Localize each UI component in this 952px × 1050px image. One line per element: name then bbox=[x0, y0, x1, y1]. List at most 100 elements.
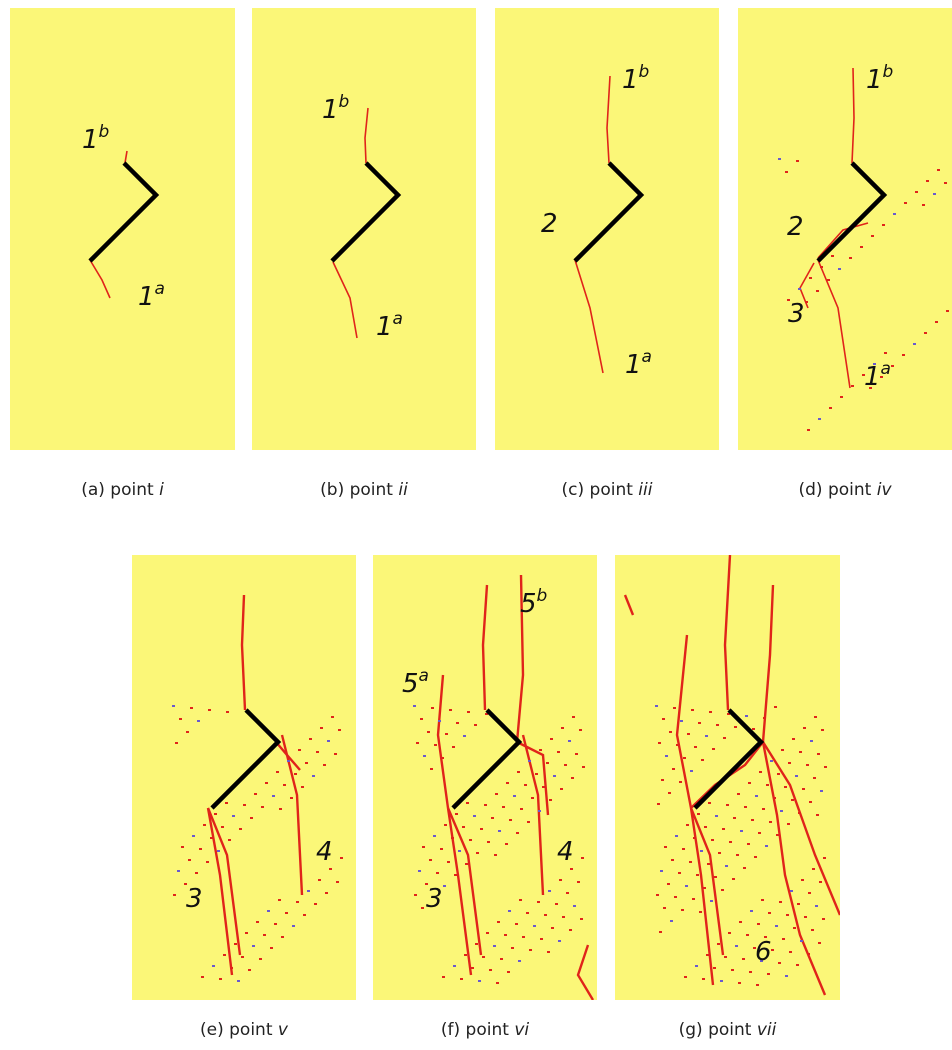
simulation-panel: 5b5a34 bbox=[373, 555, 597, 1000]
crack-fragment bbox=[542, 786, 545, 788]
crack-fragment bbox=[292, 925, 295, 927]
crack-fragment bbox=[568, 740, 571, 742]
crack-fragment bbox=[736, 854, 739, 856]
crack-fragment bbox=[190, 707, 193, 709]
crack-fragment bbox=[431, 707, 434, 709]
crack-fragment bbox=[320, 727, 323, 729]
crack-fragment bbox=[498, 830, 501, 832]
crack-fragment bbox=[738, 982, 741, 984]
crack-fragment bbox=[792, 738, 795, 740]
crack-fragment bbox=[456, 722, 459, 724]
crack-fragment bbox=[800, 940, 803, 942]
crack-fragment bbox=[740, 830, 743, 832]
crack-fragment bbox=[851, 385, 854, 387]
crack-fragment bbox=[673, 707, 676, 709]
crack-fragment bbox=[732, 878, 735, 880]
crack-fragment bbox=[781, 749, 784, 751]
crack-fragment bbox=[793, 927, 796, 929]
crack-fragment bbox=[755, 795, 758, 797]
crack-fragment bbox=[904, 202, 907, 204]
crack-fragment bbox=[687, 733, 690, 735]
crack-fragment bbox=[716, 724, 719, 726]
crack-fragment bbox=[451, 837, 454, 839]
crack-fragment bbox=[926, 180, 929, 182]
crack-fragment bbox=[561, 727, 564, 729]
crack-fragment bbox=[250, 817, 253, 819]
crack-label: 2 bbox=[787, 212, 804, 242]
crack-fragment bbox=[809, 801, 812, 803]
crack-fragment bbox=[478, 980, 481, 982]
crack-fragment bbox=[807, 429, 810, 431]
crack-fragment bbox=[937, 169, 940, 171]
crack-fragment bbox=[726, 804, 729, 806]
crack-fragment bbox=[808, 892, 811, 894]
caption-numeral: i bbox=[159, 480, 164, 500]
simulation-panel: 1b1a bbox=[10, 8, 235, 450]
crack-fragment bbox=[693, 837, 696, 839]
crack-fragment bbox=[449, 709, 452, 711]
crack-fragment bbox=[773, 797, 776, 799]
crack-fragment bbox=[303, 914, 306, 916]
caption-numeral: iv bbox=[877, 480, 892, 500]
crack-fragment bbox=[452, 746, 455, 748]
crack-fragment bbox=[665, 755, 668, 757]
crack-fragment bbox=[540, 938, 543, 940]
crack-fragment bbox=[775, 925, 778, 927]
simulation-panel: 34 bbox=[132, 555, 356, 1000]
crack-fragment bbox=[742, 958, 745, 960]
crack-fragment bbox=[745, 715, 748, 717]
crack-fragment bbox=[819, 881, 822, 883]
crack-fragment bbox=[469, 839, 472, 841]
crack-fragment bbox=[817, 753, 820, 755]
crack-fragment bbox=[701, 759, 704, 761]
crack-fragment bbox=[799, 751, 802, 753]
crack-fragment bbox=[751, 819, 754, 821]
crack-fragment bbox=[564, 764, 567, 766]
crack-fragment bbox=[276, 771, 279, 773]
crack-fragment bbox=[513, 795, 516, 797]
crack-fragment bbox=[670, 920, 673, 922]
crack-fragment bbox=[778, 158, 781, 160]
caption: (f) point vi bbox=[365, 1020, 605, 1040]
simulation-panel: 6 bbox=[615, 555, 840, 1000]
crack-fragment bbox=[473, 815, 476, 817]
crack-fragment bbox=[722, 828, 725, 830]
caption: (d) point iv bbox=[725, 480, 952, 500]
caption: (a) point i bbox=[3, 480, 243, 500]
crack-fragment bbox=[484, 804, 487, 806]
crack-fragment bbox=[511, 947, 514, 949]
crack-fragment bbox=[325, 892, 328, 894]
crack-fragment bbox=[683, 757, 686, 759]
crack-fragment bbox=[674, 896, 677, 898]
caption-numeral: iii bbox=[638, 480, 652, 500]
crack-fragment bbox=[546, 762, 549, 764]
crack-fragment bbox=[334, 753, 337, 755]
crack-fragment bbox=[686, 824, 689, 826]
crack-fragment bbox=[212, 965, 215, 967]
crack-fragment bbox=[672, 768, 675, 770]
crack-fragment bbox=[690, 770, 693, 772]
crack-fragment bbox=[443, 885, 446, 887]
crack-fragment bbox=[790, 890, 793, 892]
crack-fragment bbox=[667, 883, 670, 885]
crack-fragment bbox=[810, 740, 813, 742]
crack-fragment bbox=[214, 813, 217, 815]
crack-fragment bbox=[573, 905, 576, 907]
crack-fragment bbox=[712, 748, 715, 750]
crack-fragment bbox=[721, 889, 724, 891]
crack-fragment bbox=[713, 967, 716, 969]
crack-fragment bbox=[474, 724, 477, 726]
crack-fragment bbox=[453, 965, 456, 967]
crack-fragment bbox=[915, 191, 918, 193]
label-text: 3 bbox=[186, 884, 203, 914]
crack-fragment bbox=[823, 857, 826, 859]
crack-fragment bbox=[248, 969, 251, 971]
crack-fragment bbox=[267, 910, 270, 912]
crack-fragment bbox=[418, 870, 421, 872]
crack-fragment bbox=[770, 760, 773, 762]
crack-fragment bbox=[422, 846, 425, 848]
label-text: 1 bbox=[322, 95, 339, 125]
crack-fragment bbox=[803, 727, 806, 729]
crack-fragment bbox=[658, 742, 661, 744]
crack-fragment bbox=[569, 929, 572, 931]
